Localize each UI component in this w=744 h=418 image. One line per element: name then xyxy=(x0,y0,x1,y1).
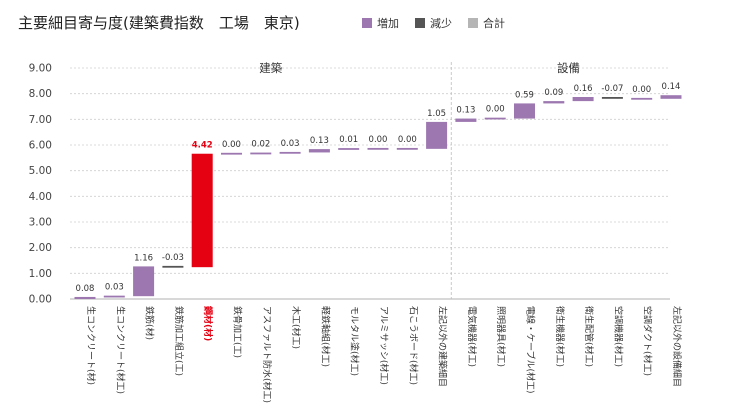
category-label: 電線・ケーブル(材工) xyxy=(525,306,537,393)
category-label: 石こうボード(材工) xyxy=(407,306,419,385)
y-tick-label: 5.00 xyxy=(29,165,52,177)
value-label: 0.13 xyxy=(310,136,329,146)
value-label: 0.09 xyxy=(544,88,563,98)
waterfall-bar xyxy=(308,149,330,153)
y-tick-label: 3.00 xyxy=(29,217,52,229)
category-label: 照明器具(材工) xyxy=(495,306,507,367)
value-label: 0.00 xyxy=(369,135,388,145)
category-label: 左記以外の建築細目 xyxy=(437,306,449,387)
legend-item-decrease: 減少 xyxy=(415,15,452,31)
waterfall-bar xyxy=(250,152,272,155)
value-label: 0.00 xyxy=(222,140,241,150)
waterfall-bar xyxy=(543,101,565,104)
waterfall-bar xyxy=(396,147,418,150)
waterfall-bar xyxy=(455,118,477,122)
value-label: -0.03 xyxy=(162,253,184,263)
waterfall-bar xyxy=(74,296,96,299)
category-label: 鉄筋加工組立(工) xyxy=(173,306,185,376)
y-tick-label: 6.00 xyxy=(29,140,52,152)
category-label: 衛生機器(材工) xyxy=(554,306,566,367)
waterfall-bar xyxy=(660,95,682,99)
y-tick-label: 1.00 xyxy=(29,268,52,280)
category-label: モルタル塗(材工) xyxy=(349,306,361,376)
value-label: 0.14 xyxy=(662,82,681,92)
waterfall-bar xyxy=(103,295,125,298)
waterfall-bar xyxy=(601,97,623,99)
waterfall-bar xyxy=(631,97,653,100)
group-label-building: 建築 xyxy=(259,61,282,75)
legend-item-increase: 増加 xyxy=(362,15,399,31)
waterfall-bar xyxy=(338,148,360,150)
value-label: 0.13 xyxy=(456,106,475,116)
category-label: 電気機器(材工) xyxy=(466,306,478,367)
value-label: 0.08 xyxy=(76,284,95,294)
y-tick-label: 7.00 xyxy=(29,114,52,126)
category-label: 木工(材工) xyxy=(290,306,302,349)
legend-swatch-total xyxy=(468,18,478,28)
category-label: 鉄骨加工(工) xyxy=(232,306,244,358)
value-label: 0.00 xyxy=(486,105,505,115)
legend-item-total: 合計 xyxy=(468,15,505,31)
category-label: 衛生配管(材工) xyxy=(583,306,595,367)
category-label: アスファルト防水(材工) xyxy=(261,306,273,403)
y-tick-label: 8.00 xyxy=(29,88,52,100)
chart-title: 主要細目寄与度(建築費指数 工場 東京) xyxy=(18,14,300,32)
waterfall-bar xyxy=(514,103,535,119)
waterfall-bar xyxy=(162,265,184,268)
legend-swatch-decrease xyxy=(415,18,425,28)
value-label: 0.16 xyxy=(574,84,593,94)
legend-label-increase: 増加 xyxy=(377,17,399,30)
chart-legend: 増加 減少 合計 xyxy=(362,15,505,31)
y-tick-label: 0.00 xyxy=(29,294,52,306)
value-label: 0.59 xyxy=(515,90,534,100)
value-label: 0.01 xyxy=(339,135,358,145)
waterfall-bar xyxy=(133,266,155,297)
value-label: 4.42 xyxy=(192,141,213,151)
y-tick-label: 4.00 xyxy=(29,191,52,203)
waterfall-bar xyxy=(191,153,213,268)
category-label: 生コンクリート(材) xyxy=(85,306,97,385)
y-tick-label: 9.00 xyxy=(29,63,52,75)
legend-swatch-increase xyxy=(362,18,372,28)
category-label: 空調機器(材工) xyxy=(612,306,624,367)
category-label: 軽鉄軸組(材工) xyxy=(319,306,331,367)
value-label: 0.00 xyxy=(632,85,651,95)
category-label: 生コンクリート(材工) xyxy=(114,306,126,394)
value-label: -0.07 xyxy=(601,84,623,94)
waterfall-bar xyxy=(367,147,389,150)
value-label: 0.03 xyxy=(105,283,124,293)
group-label-equipment: 設備 xyxy=(557,61,580,75)
value-label: 1.05 xyxy=(427,109,446,119)
legend-label-total: 合計 xyxy=(483,17,505,30)
waterfall-bar xyxy=(572,97,594,102)
category-label: アルミサッシ(材工) xyxy=(378,306,390,385)
y-tick-label: 2.00 xyxy=(29,242,52,254)
value-label: 1.16 xyxy=(134,253,153,263)
category-label: 鉄筋(材) xyxy=(144,306,156,340)
waterfall-bar xyxy=(279,151,301,154)
waterfall-bar xyxy=(221,152,242,155)
value-label: 0.00 xyxy=(398,135,417,145)
category-label: 左記以外の設備細目 xyxy=(671,306,683,387)
waterfall-bar xyxy=(484,117,506,120)
legend-label-decrease: 減少 xyxy=(430,17,452,30)
category-label: 鋼材(材) xyxy=(202,305,214,341)
value-label: 0.02 xyxy=(251,140,270,150)
value-label: 0.03 xyxy=(281,139,300,149)
waterfall-bar xyxy=(426,121,448,149)
category-label: 空調ダクト(材工) xyxy=(642,306,654,376)
